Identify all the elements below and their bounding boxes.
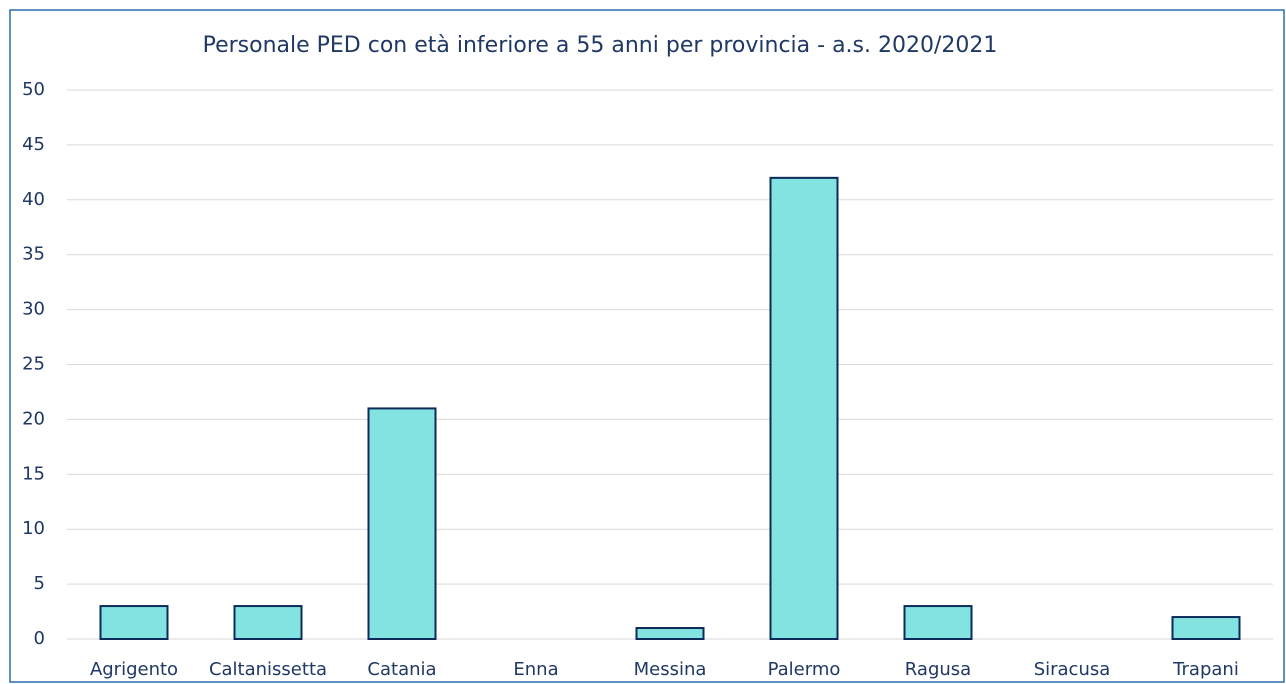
y-tick-label: 10 — [22, 518, 45, 539]
y-tick-label: 25 — [22, 354, 45, 375]
chart-title: Personale PED con età inferiore a 55 ann… — [203, 33, 998, 58]
bar — [367, 407, 437, 641]
x-tick-label: Enna — [513, 659, 558, 680]
x-tick-label: Catania — [367, 659, 436, 680]
y-tick-label: 0 — [34, 628, 45, 649]
y-tick-label: 30 — [22, 299, 45, 320]
x-tick-label: Ragusa — [905, 659, 971, 680]
bar — [903, 605, 973, 640]
bar — [769, 176, 839, 640]
y-tick-label: 50 — [22, 79, 45, 100]
x-tick-label: Siracusa — [1034, 659, 1111, 680]
x-tick-label: Palermo — [768, 659, 841, 680]
x-tick-label: Agrigento — [90, 659, 178, 680]
y-tick-label: 40 — [22, 189, 45, 210]
y-tick-label: 45 — [22, 134, 45, 155]
y-tick-label: 5 — [34, 573, 45, 594]
bar — [233, 605, 303, 640]
y-tick-label: 15 — [22, 463, 45, 484]
y-tick-label: 35 — [22, 244, 45, 265]
chart-frame — [9, 9, 1285, 683]
x-tick-label: Caltanissetta — [209, 659, 327, 680]
x-tick-label: Messina — [634, 659, 707, 680]
x-tick-label: Trapani — [1172, 659, 1239, 680]
bar — [635, 627, 705, 641]
y-tick-label: 20 — [22, 408, 45, 429]
bar — [1171, 616, 1241, 640]
bar — [99, 605, 169, 640]
